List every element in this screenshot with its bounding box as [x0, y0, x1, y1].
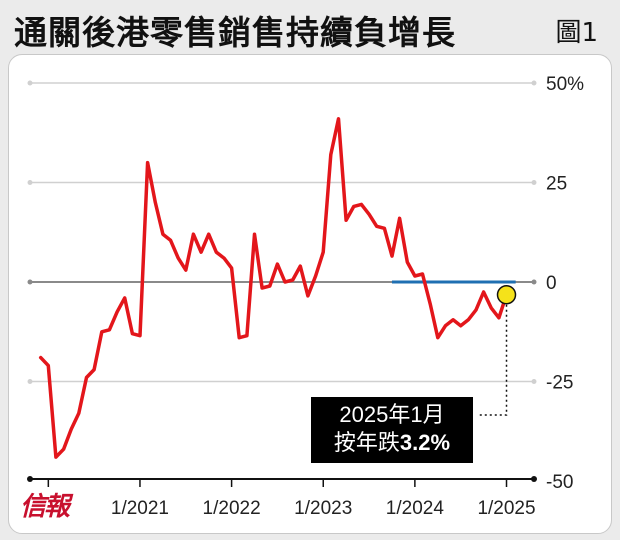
callout-value: 3.2% — [399, 430, 451, 455]
series — [38, 117, 509, 459]
y-axis-ticks: 50% 25 0 -25 -50 — [546, 74, 584, 493]
gridline-dot — [27, 80, 33, 86]
hkej-logo: 信報 — [20, 492, 70, 522]
callout-prefix: 按年跌 — [333, 430, 400, 455]
callout-line-2: 按年跌3.2% — [311, 429, 473, 457]
gridline-dot — [531, 279, 537, 285]
x-tick-label: 1/2025 — [477, 498, 535, 519]
x-tick-label: 1/2021 — [111, 498, 169, 519]
y-tick-label: 50% — [546, 74, 584, 95]
x-tick-label: 1/2022 — [203, 498, 261, 519]
gridline-dot — [27, 379, 33, 384]
x-tick-label: 1/2023 — [294, 498, 352, 519]
callout-line-1: 2025年1月 — [339, 402, 445, 427]
marker — [477, 284, 517, 416]
gridline-dot — [531, 80, 537, 86]
y-tick-label: 25 — [546, 174, 567, 195]
series-line — [38, 117, 509, 459]
y-tick-label: -50 — [546, 472, 573, 493]
chart-title: 通關後港零售銷售持續負增長 — [14, 13, 456, 52]
figure-label: 圖1 — [555, 18, 598, 48]
gridline-dot — [531, 379, 537, 384]
y-tick-label: -25 — [546, 373, 573, 394]
annotation-callout: 2025年1月 按年跌3.2% — [311, 397, 473, 463]
x-axis: 1/2021 1/2022 1/2023 1/2024 1/2025 — [27, 476, 537, 519]
gridline-dot — [531, 180, 537, 185]
leader-line — [477, 304, 508, 416]
gridline-dot — [27, 279, 33, 285]
axis-end-dot — [531, 476, 537, 482]
axis-end-dot — [27, 476, 33, 482]
grid-lines — [27, 80, 537, 384]
gridline-dot — [27, 180, 33, 185]
x-tick-label: 1/2024 — [386, 498, 445, 519]
y-tick-label: 0 — [546, 273, 557, 294]
highlight-marker — [496, 284, 517, 305]
